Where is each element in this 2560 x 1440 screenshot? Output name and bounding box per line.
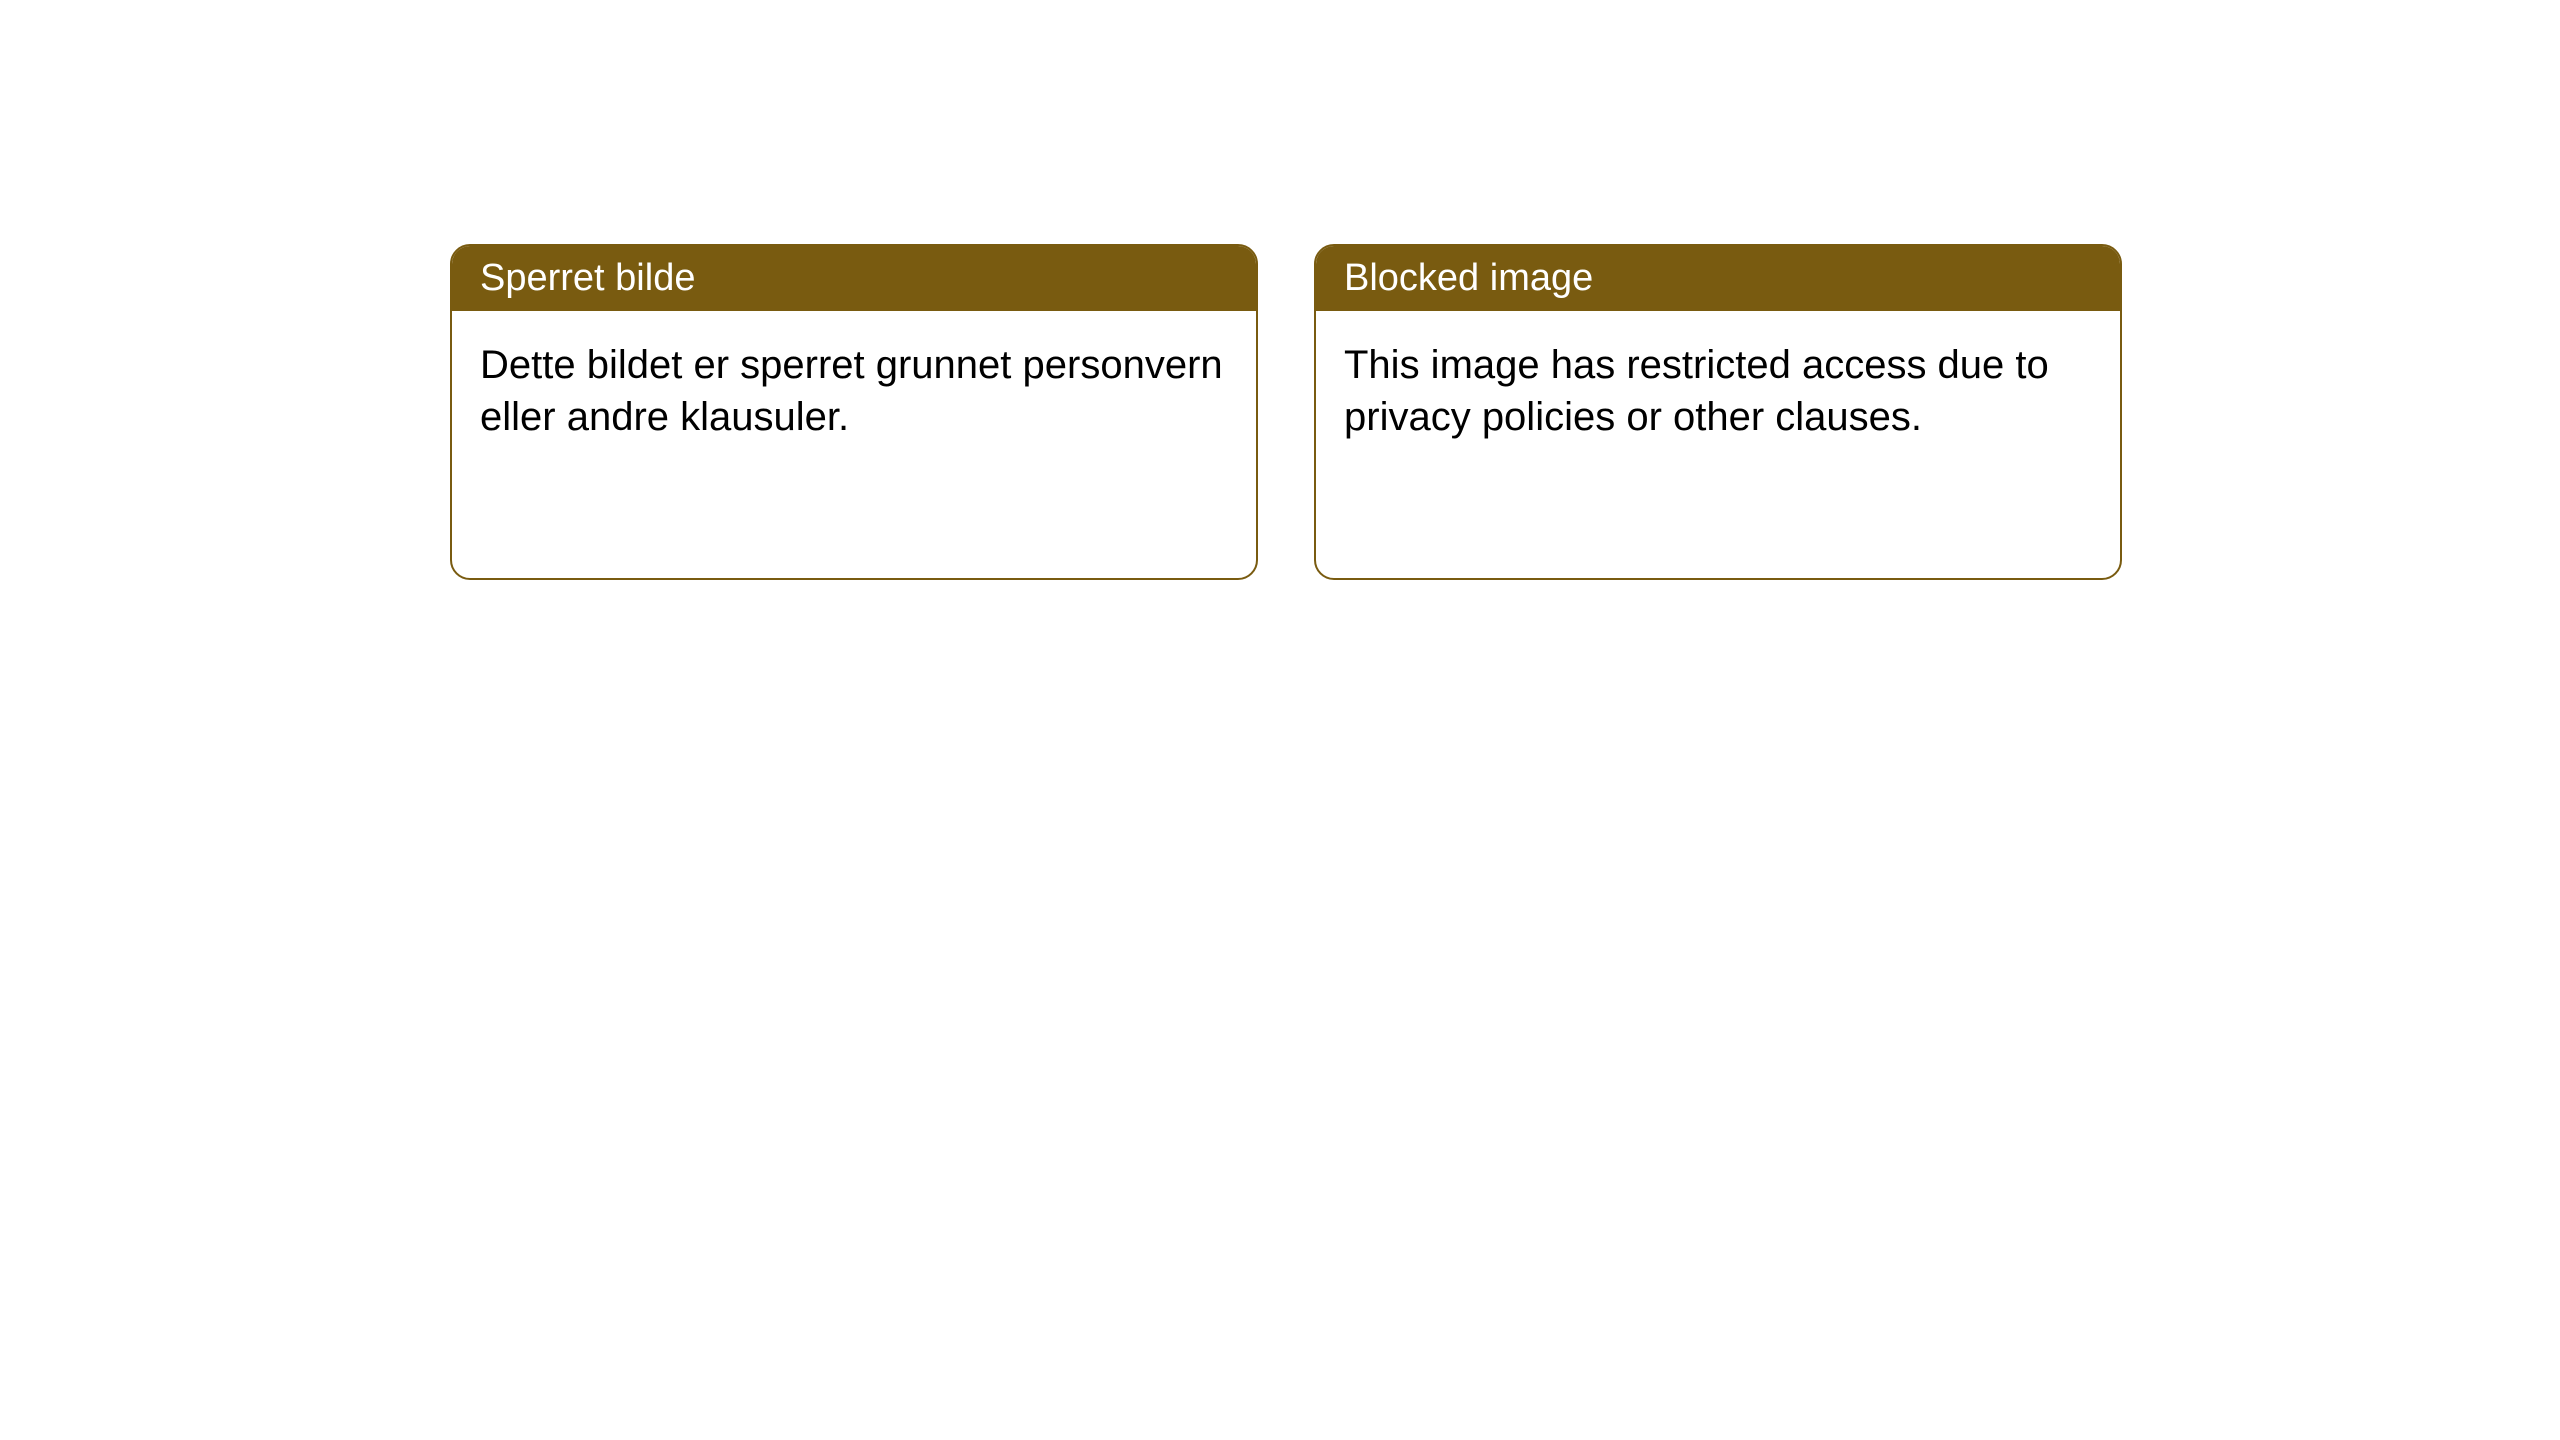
notice-body: Dette bildet er sperret grunnet personve… bbox=[452, 311, 1256, 471]
notice-header: Blocked image bbox=[1316, 246, 2120, 311]
notice-box-english: Blocked image This image has restricted … bbox=[1314, 244, 2122, 580]
notice-box-norwegian: Sperret bilde Dette bildet er sperret gr… bbox=[450, 244, 1258, 580]
notice-container: Sperret bilde Dette bildet er sperret gr… bbox=[0, 0, 2560, 580]
notice-body: This image has restricted access due to … bbox=[1316, 311, 2120, 471]
notice-header: Sperret bilde bbox=[452, 246, 1256, 311]
